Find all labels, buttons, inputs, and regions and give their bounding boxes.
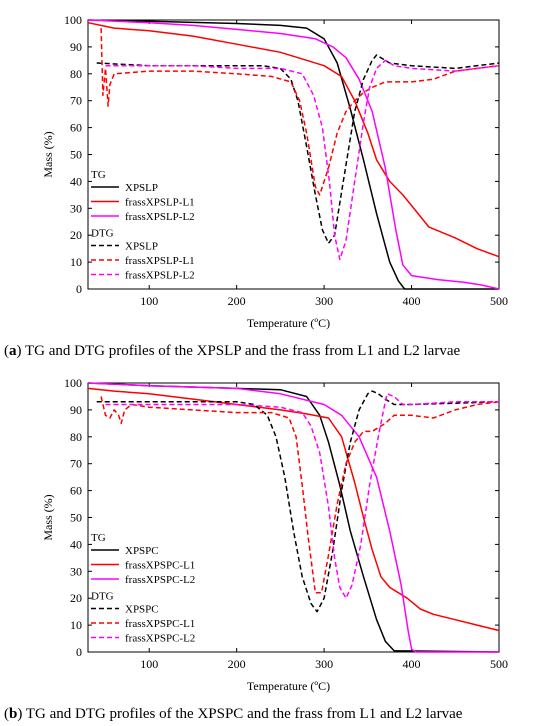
y-tick-label: 20 — [70, 591, 82, 605]
x-tick-label: 400 — [403, 657, 421, 671]
figure-caption: (a) TG and DTG profiles of the XPSLP and… — [4, 343, 460, 359]
caption-label: a — [9, 343, 17, 359]
y-tick-label: 10 — [70, 618, 82, 632]
y-tick-label: 40 — [70, 174, 82, 188]
legend-group-tg: TG — [91, 169, 106, 181]
x-tick-label: 100 — [140, 657, 158, 671]
x-tick-label: 200 — [228, 657, 246, 671]
y-tick-label: 60 — [70, 484, 82, 498]
legend-label: frassXPSPC-L2 — [125, 574, 195, 586]
y-tick-label: 50 — [70, 148, 82, 162]
y-tick-label: 20 — [70, 228, 82, 242]
y-tick-label: 30 — [70, 564, 82, 578]
x-tick-label: 300 — [315, 657, 333, 671]
series-line-dtg-frassxpslp-l1 — [100, 28, 500, 196]
y-tick-label: 80 — [70, 67, 82, 81]
y-tick-label: 30 — [70, 201, 82, 215]
series-line-tg-frassxpspc-l2 — [87, 382, 499, 653]
legend-label: XPSPC — [125, 545, 159, 557]
y-tick-label: 90 — [70, 40, 82, 54]
y-tick-label: 0 — [76, 645, 82, 659]
series-line-dtg-frassxpslp-l2 — [105, 59, 500, 261]
y-tick-label: 50 — [70, 511, 82, 525]
series-line-tg-frassxpslp-l2 — [87, 19, 500, 290]
legend-label: XPSPC — [125, 604, 159, 616]
legend-label: frassXPSLP-L2 — [125, 270, 195, 282]
legend-label: XPSLP — [125, 241, 158, 253]
y-tick-label: 70 — [70, 457, 82, 471]
y-tick-label: 100 — [64, 13, 82, 27]
chart-panel-a: 0 10 20 30 40 50 60 70 80 90 100 100 200 300 400 500 Tem… — [4, 13, 508, 359]
y-tick-label: 100 — [64, 376, 82, 390]
series-line-tg-frassxpspc-l1 — [87, 387, 500, 632]
figure-caption: (b) TG and DTG profiles of the XPSPC and… — [4, 706, 463, 722]
y-tick-label: 60 — [70, 121, 82, 135]
series-line-dtg-frassxpspc-l2 — [105, 393, 499, 599]
x-tick-label: 100 — [140, 294, 158, 308]
x-tick-label: 400 — [403, 294, 421, 308]
legend-label: frassXPSPC-L1 — [125, 560, 195, 572]
legend-group-dtg: DTG — [91, 228, 114, 240]
legend-label: frassXPSLP-L1 — [125, 255, 195, 267]
y-tick-label: 0 — [76, 282, 82, 296]
legend-label: frassXPSPC-L2 — [125, 633, 195, 645]
x-axis-title: Temperature (ºC) — [247, 679, 330, 693]
x-tick-label: 500 — [490, 294, 508, 308]
caption-label: b — [9, 706, 17, 722]
series-line-tg-xpslp — [87, 19, 499, 290]
caption-text: TG and DTG profiles of the XPSLP and the… — [25, 343, 461, 359]
y-tick-label: 70 — [70, 94, 82, 108]
caption-text: TG and DTG profiles of the XPSPC and the… — [26, 706, 463, 722]
legend-label: frassXPSLP-L2 — [125, 211, 195, 223]
x-tick-label: 500 — [490, 657, 508, 671]
legend-group-tg: TG — [91, 532, 106, 544]
legend-group-dtg: DTG — [91, 591, 114, 603]
y-tick-label: 80 — [70, 430, 82, 444]
y-axis-title: Mass (%) — [41, 494, 55, 540]
y-tick-label: 40 — [70, 537, 82, 551]
x-axis-title: Temperature (ºC) — [247, 316, 330, 330]
chart-panel-b: 0 10 20 30 40 50 60 70 80 90 100 100 200 300 400 500 Tem… — [4, 376, 508, 722]
y-axis-title: Mass (%) — [41, 131, 55, 177]
y-tick-label: 10 — [70, 255, 82, 269]
legend-label: frassXPSLP-L1 — [125, 197, 195, 209]
legend-label: XPSLP — [125, 182, 158, 194]
x-tick-label: 200 — [228, 294, 246, 308]
legend-label: frassXPSPC-L1 — [125, 618, 195, 630]
x-tick-label: 300 — [315, 294, 333, 308]
y-tick-label: 90 — [70, 403, 82, 417]
series-line-dtg-frassxpspc-l1 — [100, 396, 500, 594]
